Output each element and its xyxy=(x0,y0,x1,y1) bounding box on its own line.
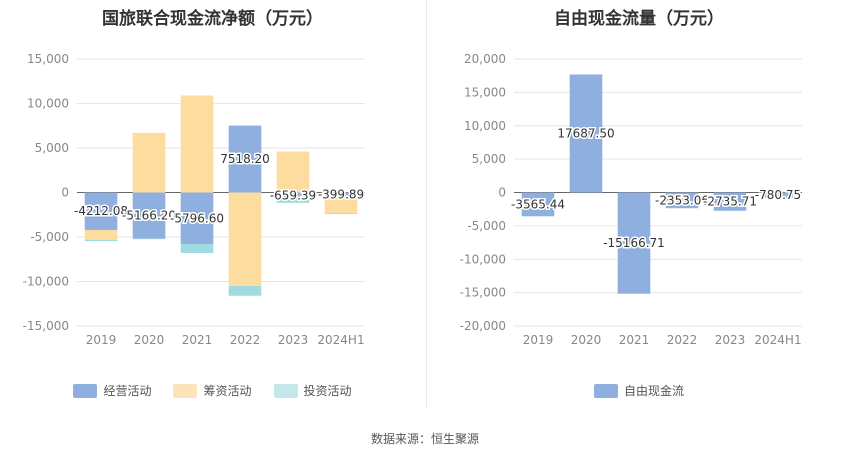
cash-flow-chart-title: 国旅联合现金流净额（万元） xyxy=(102,9,323,29)
free-cash-flow-y-tick-label: -10,000 xyxy=(460,252,506,266)
cash-flow-y-tick-label: 0 xyxy=(61,186,69,200)
free-cash-flow-chart: 20,000 15,000 10,000 5,000 0 -5,000 -10,000 -15… xyxy=(460,52,803,347)
free-cash-flow-y-tick-label: 0 xyxy=(498,186,506,200)
cash-flow-bar-经营活动-2024H1[interactable] xyxy=(324,192,358,197)
legend-label-investing: 投资活动 xyxy=(303,384,352,398)
cash-flow-y-tick-label: 15,000 xyxy=(27,52,69,66)
free-cash-flow-x-tick-label: 2022 xyxy=(667,333,698,347)
free-cash-flow-x-tick-label: 2024H1 xyxy=(754,333,801,347)
legend-item-free-cash-flow[interactable]: 自由现金流 xyxy=(593,382,684,399)
cash-flow-data-label: -399.89 xyxy=(318,187,364,201)
free-cash-flow-chart-title: 自由现金流量（万元） xyxy=(554,9,724,29)
free-cash-flow-data-label: -2353.06 xyxy=(655,193,709,207)
cash-flow-bar-投资活动-2022[interactable] xyxy=(228,285,262,296)
cash-flow-bar-筹资活动-2024H1[interactable] xyxy=(324,196,358,213)
cash-flow-chart-panel: 国旅联合现金流净额（万元） 15,000 10,000 5,000 0 -5,000 -1… xyxy=(0,0,425,410)
cash-flow-bar-投资活动-2021[interactable] xyxy=(180,244,214,253)
cash-flow-x-tick-label: 2022 xyxy=(230,333,261,347)
cash-flow-y-tick-label: -10,000 xyxy=(23,275,69,289)
cash-flow-bar-投资活动-2019[interactable] xyxy=(84,239,118,242)
free-cash-flow-data-label: -780.75 xyxy=(755,188,801,202)
free-cash-flow-bar-自由现金流-2021[interactable] xyxy=(617,192,651,294)
cash-flow-y-tick-label: 10,000 xyxy=(27,97,69,111)
cash-flow-y-tick-label: -15,000 xyxy=(23,319,69,333)
free-cash-flow-data-label: -3565.44 xyxy=(511,197,565,211)
free-cash-flow-y-tick-label: 10,000 xyxy=(464,119,506,133)
cash-flow-chart: 15,000 10,000 5,000 0 -5,000 -10,000 -15,000 20… xyxy=(23,52,366,347)
cash-flow-bar-筹资活动-2021[interactable] xyxy=(180,95,214,193)
legend-label-operating: 经营活动 xyxy=(103,384,152,398)
cash-flow-legend: 经营活动 筹资活动 投资活动 xyxy=(0,382,425,399)
free-cash-flow-bar-自由现金流-2024H1[interactable] xyxy=(761,192,795,198)
cash-flow-x-tick-label: 2023 xyxy=(278,333,309,347)
free-cash-flow-data-label: -15166.71 xyxy=(603,236,665,250)
cash-flow-bar-经营活动-2020[interactable] xyxy=(132,192,166,239)
cash-flow-bar-投资活动-2020[interactable] xyxy=(132,238,166,240)
free-cash-flow-y-tick-label: 20,000 xyxy=(464,52,506,66)
cash-flow-y-tick-label: -5,000 xyxy=(30,230,69,244)
free-cash-flow-y-tick-label: -15,000 xyxy=(460,286,506,300)
legend-item-investing[interactable]: 投资活动 xyxy=(273,382,352,399)
free-cash-flow-x-tick-label: 2021 xyxy=(619,333,650,347)
free-cash-flow-x-tick-label: 2020 xyxy=(571,333,602,347)
free-cash-flow-bar-自由现金流-2022[interactable] xyxy=(665,192,699,209)
cash-flow-bar-经营活动-2021[interactable] xyxy=(180,192,214,245)
cash-flow-bar-投资活动-2023[interactable] xyxy=(276,198,310,203)
cash-flow-bar-经营活动-2019[interactable] xyxy=(84,192,118,230)
cash-flow-bar-经营活动-2023[interactable] xyxy=(276,192,310,199)
cash-flow-bar-筹资活动-2022[interactable] xyxy=(228,192,262,286)
legend-item-operating[interactable]: 经营活动 xyxy=(73,382,151,399)
cash-flow-bar-投资活动-2024H1[interactable] xyxy=(324,212,358,214)
cash-flow-x-tick-label: 2021 xyxy=(182,333,213,347)
cash-flow-x-tick-label: 2024H1 xyxy=(317,333,364,347)
cash-flow-bar-经营活动-2022[interactable] xyxy=(228,125,262,193)
legend-swatch-investing xyxy=(273,383,298,398)
cash-flow-data-label: 7518.20 xyxy=(220,152,270,166)
legend-item-financing[interactable]: 筹资活动 xyxy=(173,382,252,399)
free-cash-flow-y-tick-label: 5,000 xyxy=(472,152,506,166)
cash-flow-bar-筹资活动-2019[interactable] xyxy=(84,229,118,240)
free-cash-flow-data-label: 17687.50 xyxy=(557,126,614,140)
cash-flow-x-tick-label: 2020 xyxy=(134,333,165,347)
cash-flow-x-tick-label: 2019 xyxy=(86,333,117,347)
legend-label-financing: 筹资活动 xyxy=(203,384,252,398)
data-source-note: 数据来源：恒生聚源 xyxy=(370,432,479,446)
free-cash-flow-legend: 自由现金流 xyxy=(428,382,850,399)
cash-flow-bar-筹资活动-2020[interactable] xyxy=(132,132,166,193)
free-cash-flow-y-tick-label: -20,000 xyxy=(460,319,506,333)
free-cash-flow-x-tick-label: 2019 xyxy=(523,333,554,347)
legend-swatch-operating xyxy=(73,383,98,398)
legend-swatch-free-cash-flow xyxy=(593,383,618,398)
cash-flow-data-label: -659.39 xyxy=(270,188,316,202)
free-cash-flow-data-label: -2735.71 xyxy=(703,195,757,209)
free-cash-flow-y-tick-label: 15,000 xyxy=(464,85,506,99)
free-cash-flow-bar-自由现金流-2020[interactable] xyxy=(569,74,603,193)
free-cash-flow-bar-自由现金流-2023[interactable] xyxy=(713,192,747,211)
cash-flow-bar-筹资活动-2023[interactable] xyxy=(276,151,310,193)
free-cash-flow-y-tick-label: -5,000 xyxy=(467,219,506,233)
legend-label-free-cash-flow: 自由现金流 xyxy=(623,384,684,398)
free-cash-flow-chart-panel: 自由现金流量（万元） 20,000 15,000 10,000 5,000 0 -5,00… xyxy=(428,0,850,410)
cash-flow-data-label: -5796.60 xyxy=(170,211,224,225)
free-cash-flow-x-tick-label: 2023 xyxy=(715,333,746,347)
free-cash-flow-bar-自由现金流-2019[interactable] xyxy=(521,192,555,217)
cash-flow-y-tick-label: 5,000 xyxy=(35,141,69,155)
cash-flow-data-label: -4212.08 xyxy=(74,204,128,218)
legend-swatch-financing xyxy=(173,383,198,398)
panel-divider xyxy=(426,0,427,408)
cash-flow-data-label: -5166.20 xyxy=(122,208,176,222)
